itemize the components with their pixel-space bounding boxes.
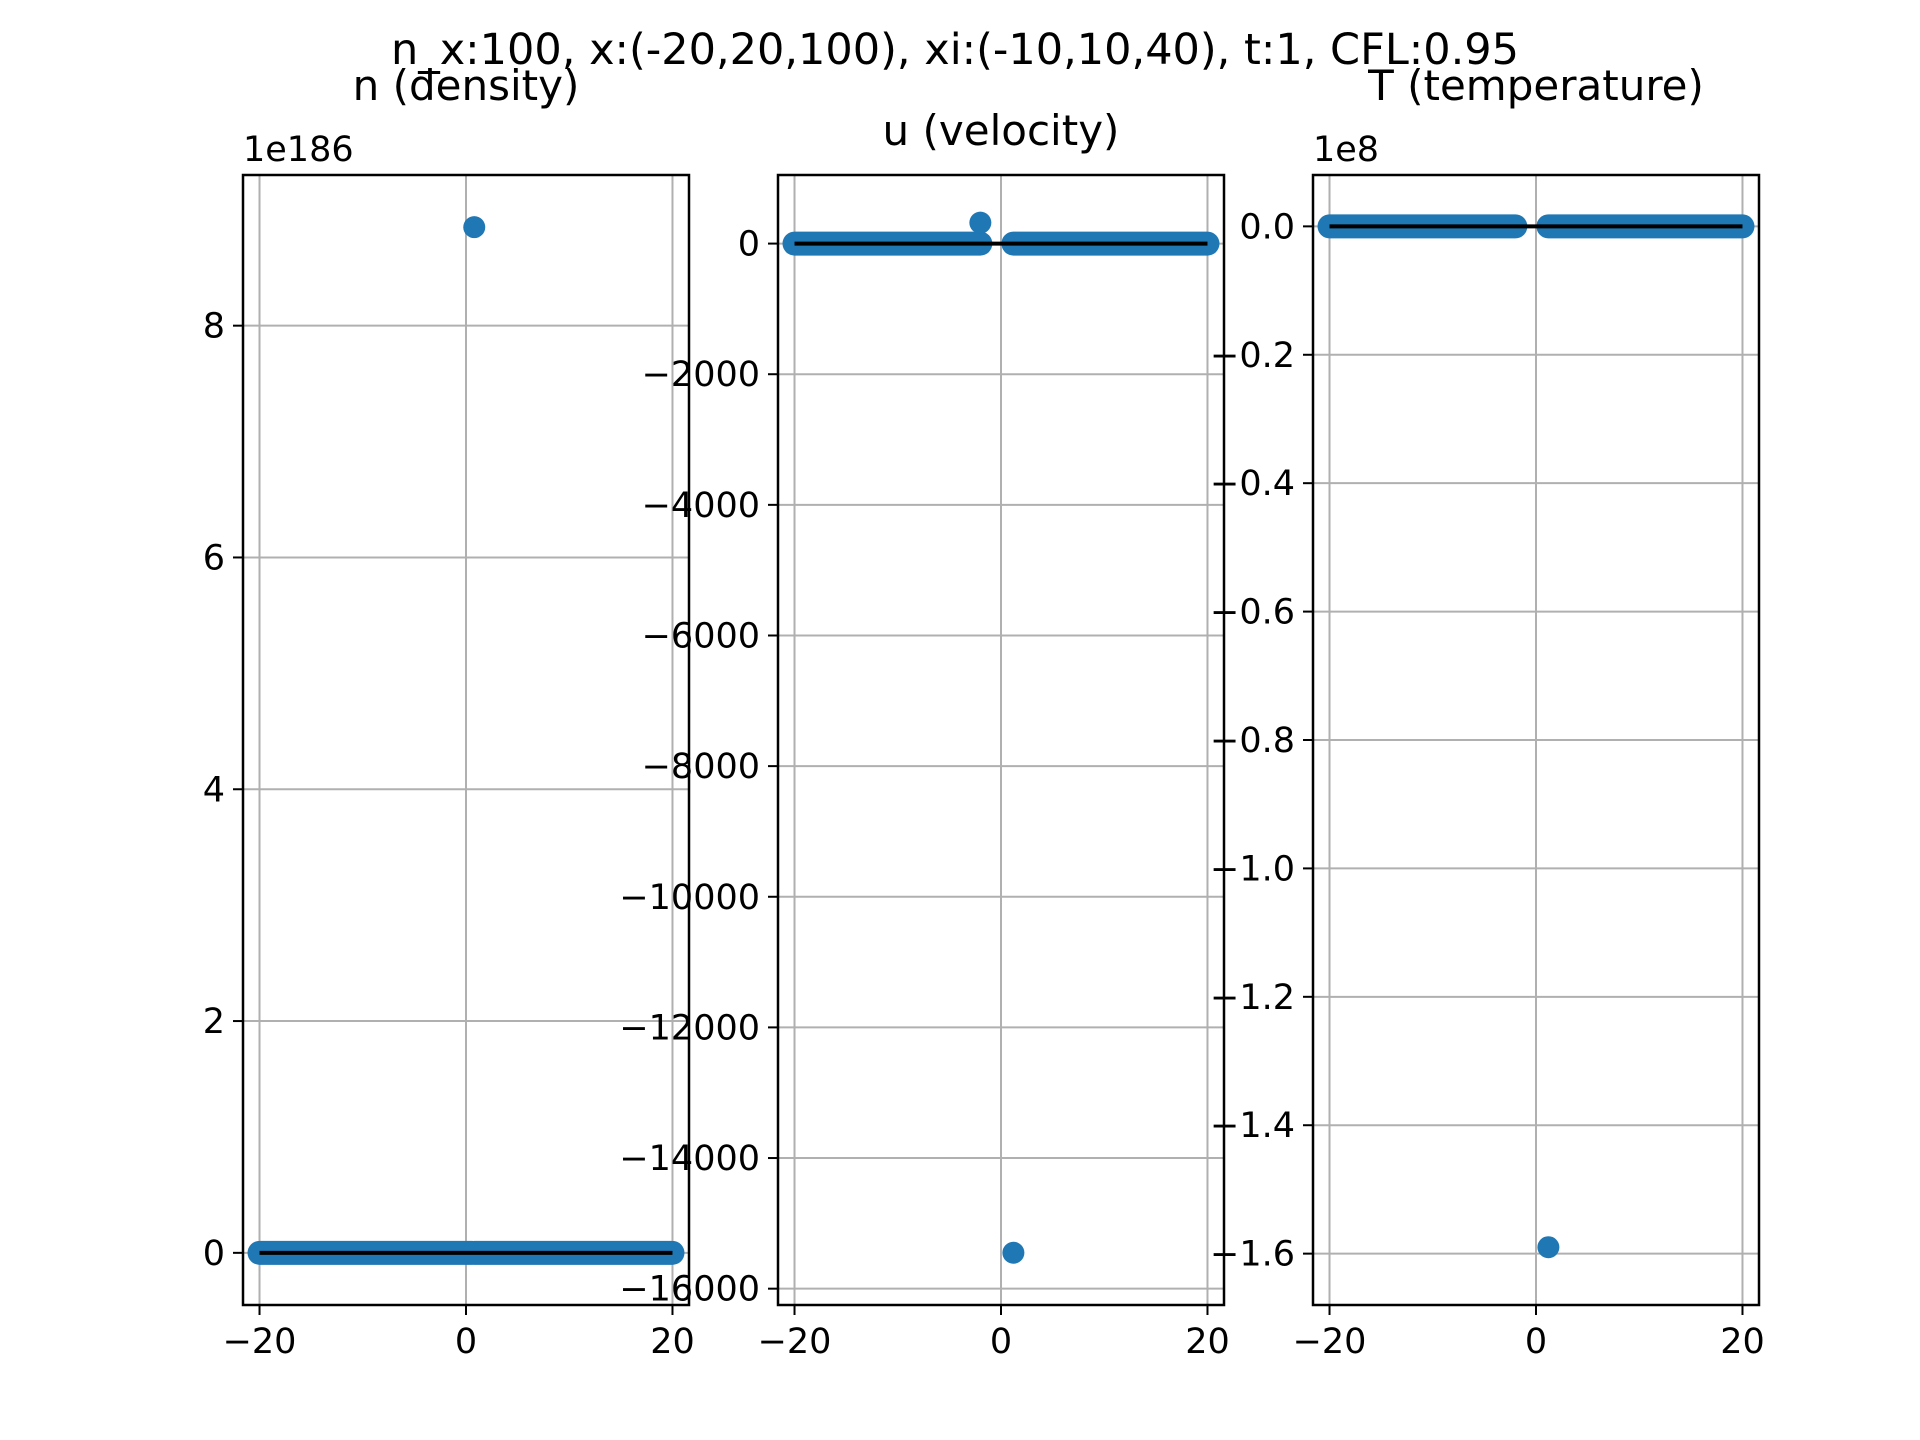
y-tick-label: −1.4 [1210,1106,1295,1146]
y-tick-label: 0 [738,225,760,265]
y-tick-label: −1.2 [1210,978,1295,1018]
data-point [1537,1236,1560,1259]
x-tick-label: 0 [1525,1322,1547,1362]
data-point [969,211,992,234]
y-tick-label: −6000 [642,616,760,656]
x-tick-label: −20 [223,1322,297,1362]
x-tick-label: −20 [758,1322,832,1362]
x-tick-label: 0 [455,1322,477,1362]
y-tick-label: −1.6 [1210,1235,1295,1275]
x-tick-label: 20 [1720,1322,1765,1362]
y-tick-label: 0.0 [1239,207,1295,247]
y-tick-label: −0.4 [1210,464,1295,504]
y-tick-label: −14000 [619,1139,760,1179]
y-tick-label: −12000 [619,1008,760,1048]
x-tick-label: 20 [1185,1322,1230,1362]
subplot-density: −20 0 20 0 2 4 6 8 1e186 n (density) [203,61,695,1362]
y-tick-label: −0.2 [1210,336,1295,376]
y-tick-label: −1.0 [1210,849,1295,889]
x-tick-label: 20 [650,1322,695,1362]
y-tick-label: −2000 [642,355,760,395]
y-tick-label: −0.8 [1210,721,1295,761]
axis-offset-text: 1e186 [243,130,354,170]
y-tick-label: 4 [203,770,225,810]
y-tick-label: 2 [203,1002,225,1042]
subplot-title: u (velocity) [883,106,1120,155]
subplot-title: n (density) [353,61,580,110]
y-tick-label: −10000 [619,878,760,918]
data-point [1002,1241,1025,1264]
y-tick-label: −8000 [642,747,760,787]
subplot-velocity: −20 0 20 0 −2000 −4000 −6000 −8000 −10000 −12000 −… [619,106,1229,1362]
y-tick-label: −16000 [619,1270,760,1310]
figure-suptitle: n_x:100, x:(-20,20,100), xi:(-10,10,40),… [391,25,1519,75]
data-point [463,216,486,239]
x-tick-label: 0 [990,1322,1012,1362]
subplot-temperature: −20 0 20 0.0 −0.2 −0.4 −0.6 −0.8 −1.0 −1.2 −1.4 −1.… [1210,61,1765,1362]
subplot-title: T (temperature) [1367,61,1704,110]
axis-offset-text: 1e8 [1313,130,1379,170]
y-tick-label: 6 [203,538,225,578]
y-tick-label: 8 [203,307,225,347]
x-tick-label: −20 [1293,1322,1367,1362]
y-tick-label: −0.6 [1210,593,1295,633]
y-tick-label: −4000 [642,486,760,526]
y-tick-label: 0 [203,1234,225,1274]
